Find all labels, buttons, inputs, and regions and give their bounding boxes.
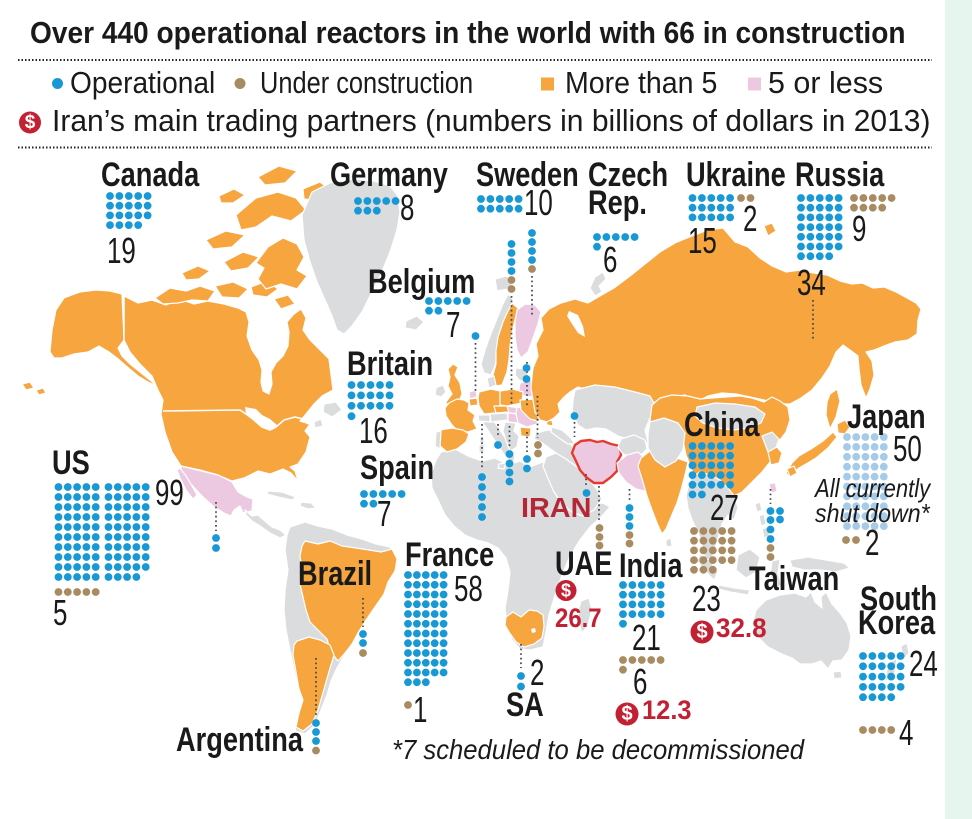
- svg-text:$: $: [621, 703, 632, 725]
- svg-text:$: $: [561, 581, 571, 601]
- svg-text:$: $: [696, 621, 707, 643]
- svg-text:$: $: [25, 112, 36, 133]
